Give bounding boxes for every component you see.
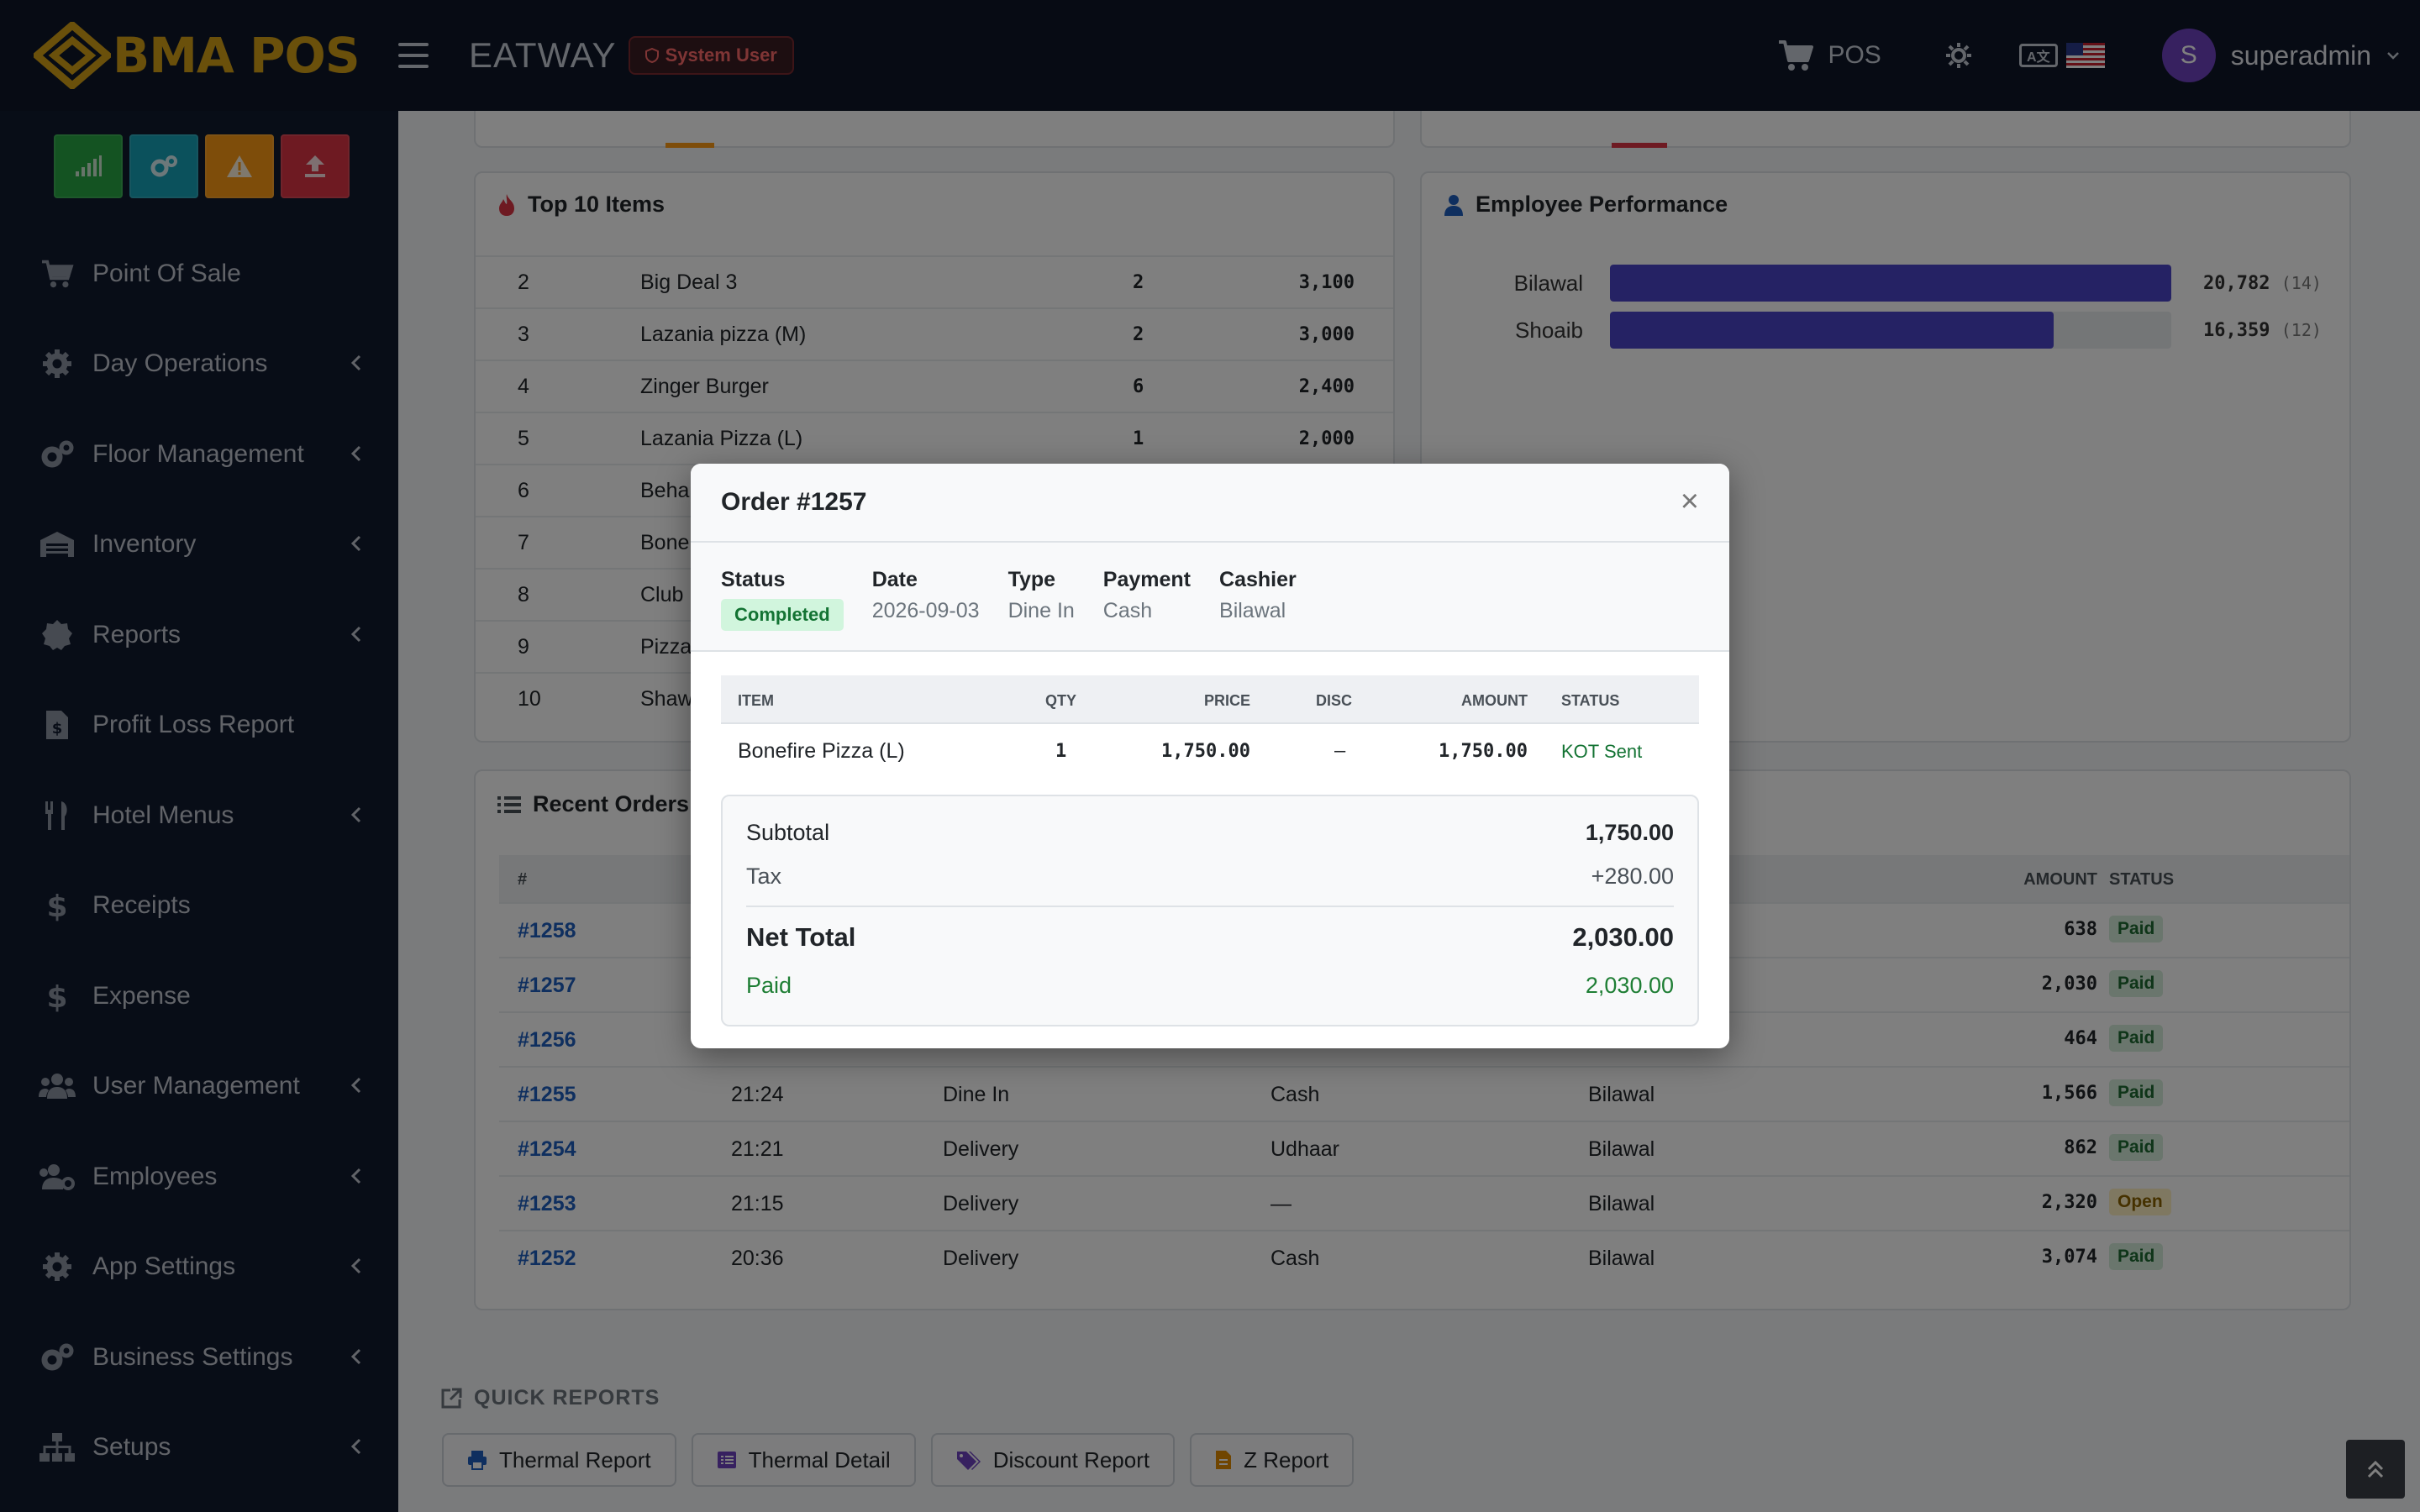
meta-status: Status Completed xyxy=(721,568,844,650)
col-amount: AMOUNT xyxy=(1461,692,1528,709)
meta-payment-label: Payment xyxy=(1102,568,1192,591)
subtotal-label: Subtotal xyxy=(746,820,830,845)
net-total-row: Net Total 2,030.00 xyxy=(746,922,1674,953)
paid-value: 2,030.00 xyxy=(1585,973,1674,998)
table-row: Bonefire Pizza (L) 1 1,750.00 — 1,750.00 KOT … xyxy=(721,722,1699,774)
close-icon[interactable]: × xyxy=(1680,484,1699,519)
meta-status-label: Status xyxy=(721,568,786,591)
paid-row: Paid 2,030.00 xyxy=(746,973,1674,999)
status-badge: Completed xyxy=(721,599,844,631)
modal-header: Order #1257 × xyxy=(691,464,1729,543)
net-total-label: Net Total xyxy=(746,922,856,952)
order-meta: Status Completed Date 2026-09-03 Type Di… xyxy=(691,543,1729,652)
tax-value: +280.00 xyxy=(1591,864,1674,889)
order-items-table: ITEM QTY PRICE DISC AMOUNT STATUS Bonefi… xyxy=(721,675,1699,774)
tax-label: Tax xyxy=(746,864,782,889)
meta-cashier-label: Cashier xyxy=(1219,568,1297,591)
item-amount: 1,750.00 xyxy=(1439,741,1528,762)
meta-type: Type Dine In xyxy=(1008,568,1075,650)
meta-date-label: Date xyxy=(871,568,918,591)
item-price: 1,750.00 xyxy=(1161,741,1250,762)
order-totals: Subtotal 1,750.00 Tax +280.00 Net Total … xyxy=(721,795,1699,1026)
modal-title: Order #1257 xyxy=(721,488,867,516)
order-items-header: ITEM QTY PRICE DISC AMOUNT STATUS xyxy=(721,675,1699,722)
meta-cashier: Cashier Bilawal xyxy=(1219,568,1297,650)
meta-date-value: 2026-09-03 xyxy=(871,599,980,622)
meta-cashier-value: Bilawal xyxy=(1219,599,1286,622)
paid-label: Paid xyxy=(746,973,792,998)
col-disc: DISC xyxy=(1316,692,1353,709)
col-item: ITEM xyxy=(738,692,774,709)
order-detail-modal: Order #1257 × Status Completed Date 2026… xyxy=(691,464,1729,1048)
item-status: KOT Sent xyxy=(1561,741,1643,762)
totals-divider xyxy=(746,906,1674,907)
subtotal-row: Subtotal 1,750.00 xyxy=(746,820,1674,846)
net-total-value: 2,030.00 xyxy=(1572,922,1674,952)
col-qty: QTY xyxy=(1045,692,1077,709)
col-status: STATUS xyxy=(1561,692,1620,709)
meta-type-label: Type xyxy=(1007,568,1056,591)
meta-date: Date 2026-09-03 xyxy=(872,568,980,650)
col-price: PRICE xyxy=(1203,692,1250,709)
item-name: Bonefire Pizza (L) xyxy=(738,739,905,763)
meta-payment: Payment Cash xyxy=(1103,568,1191,650)
meta-payment-value: Cash xyxy=(1102,599,1153,622)
order-items-body: Bonefire Pizza (L) 1 1,750.00 — 1,750.00 KOT … xyxy=(721,722,1699,774)
item-qty: 1 xyxy=(1055,741,1067,762)
item-discount: — xyxy=(1334,741,1346,762)
tax-row: Tax +280.00 xyxy=(746,864,1674,890)
subtotal-value: 1,750.00 xyxy=(1585,820,1674,845)
meta-type-value: Dine In xyxy=(1007,599,1075,622)
